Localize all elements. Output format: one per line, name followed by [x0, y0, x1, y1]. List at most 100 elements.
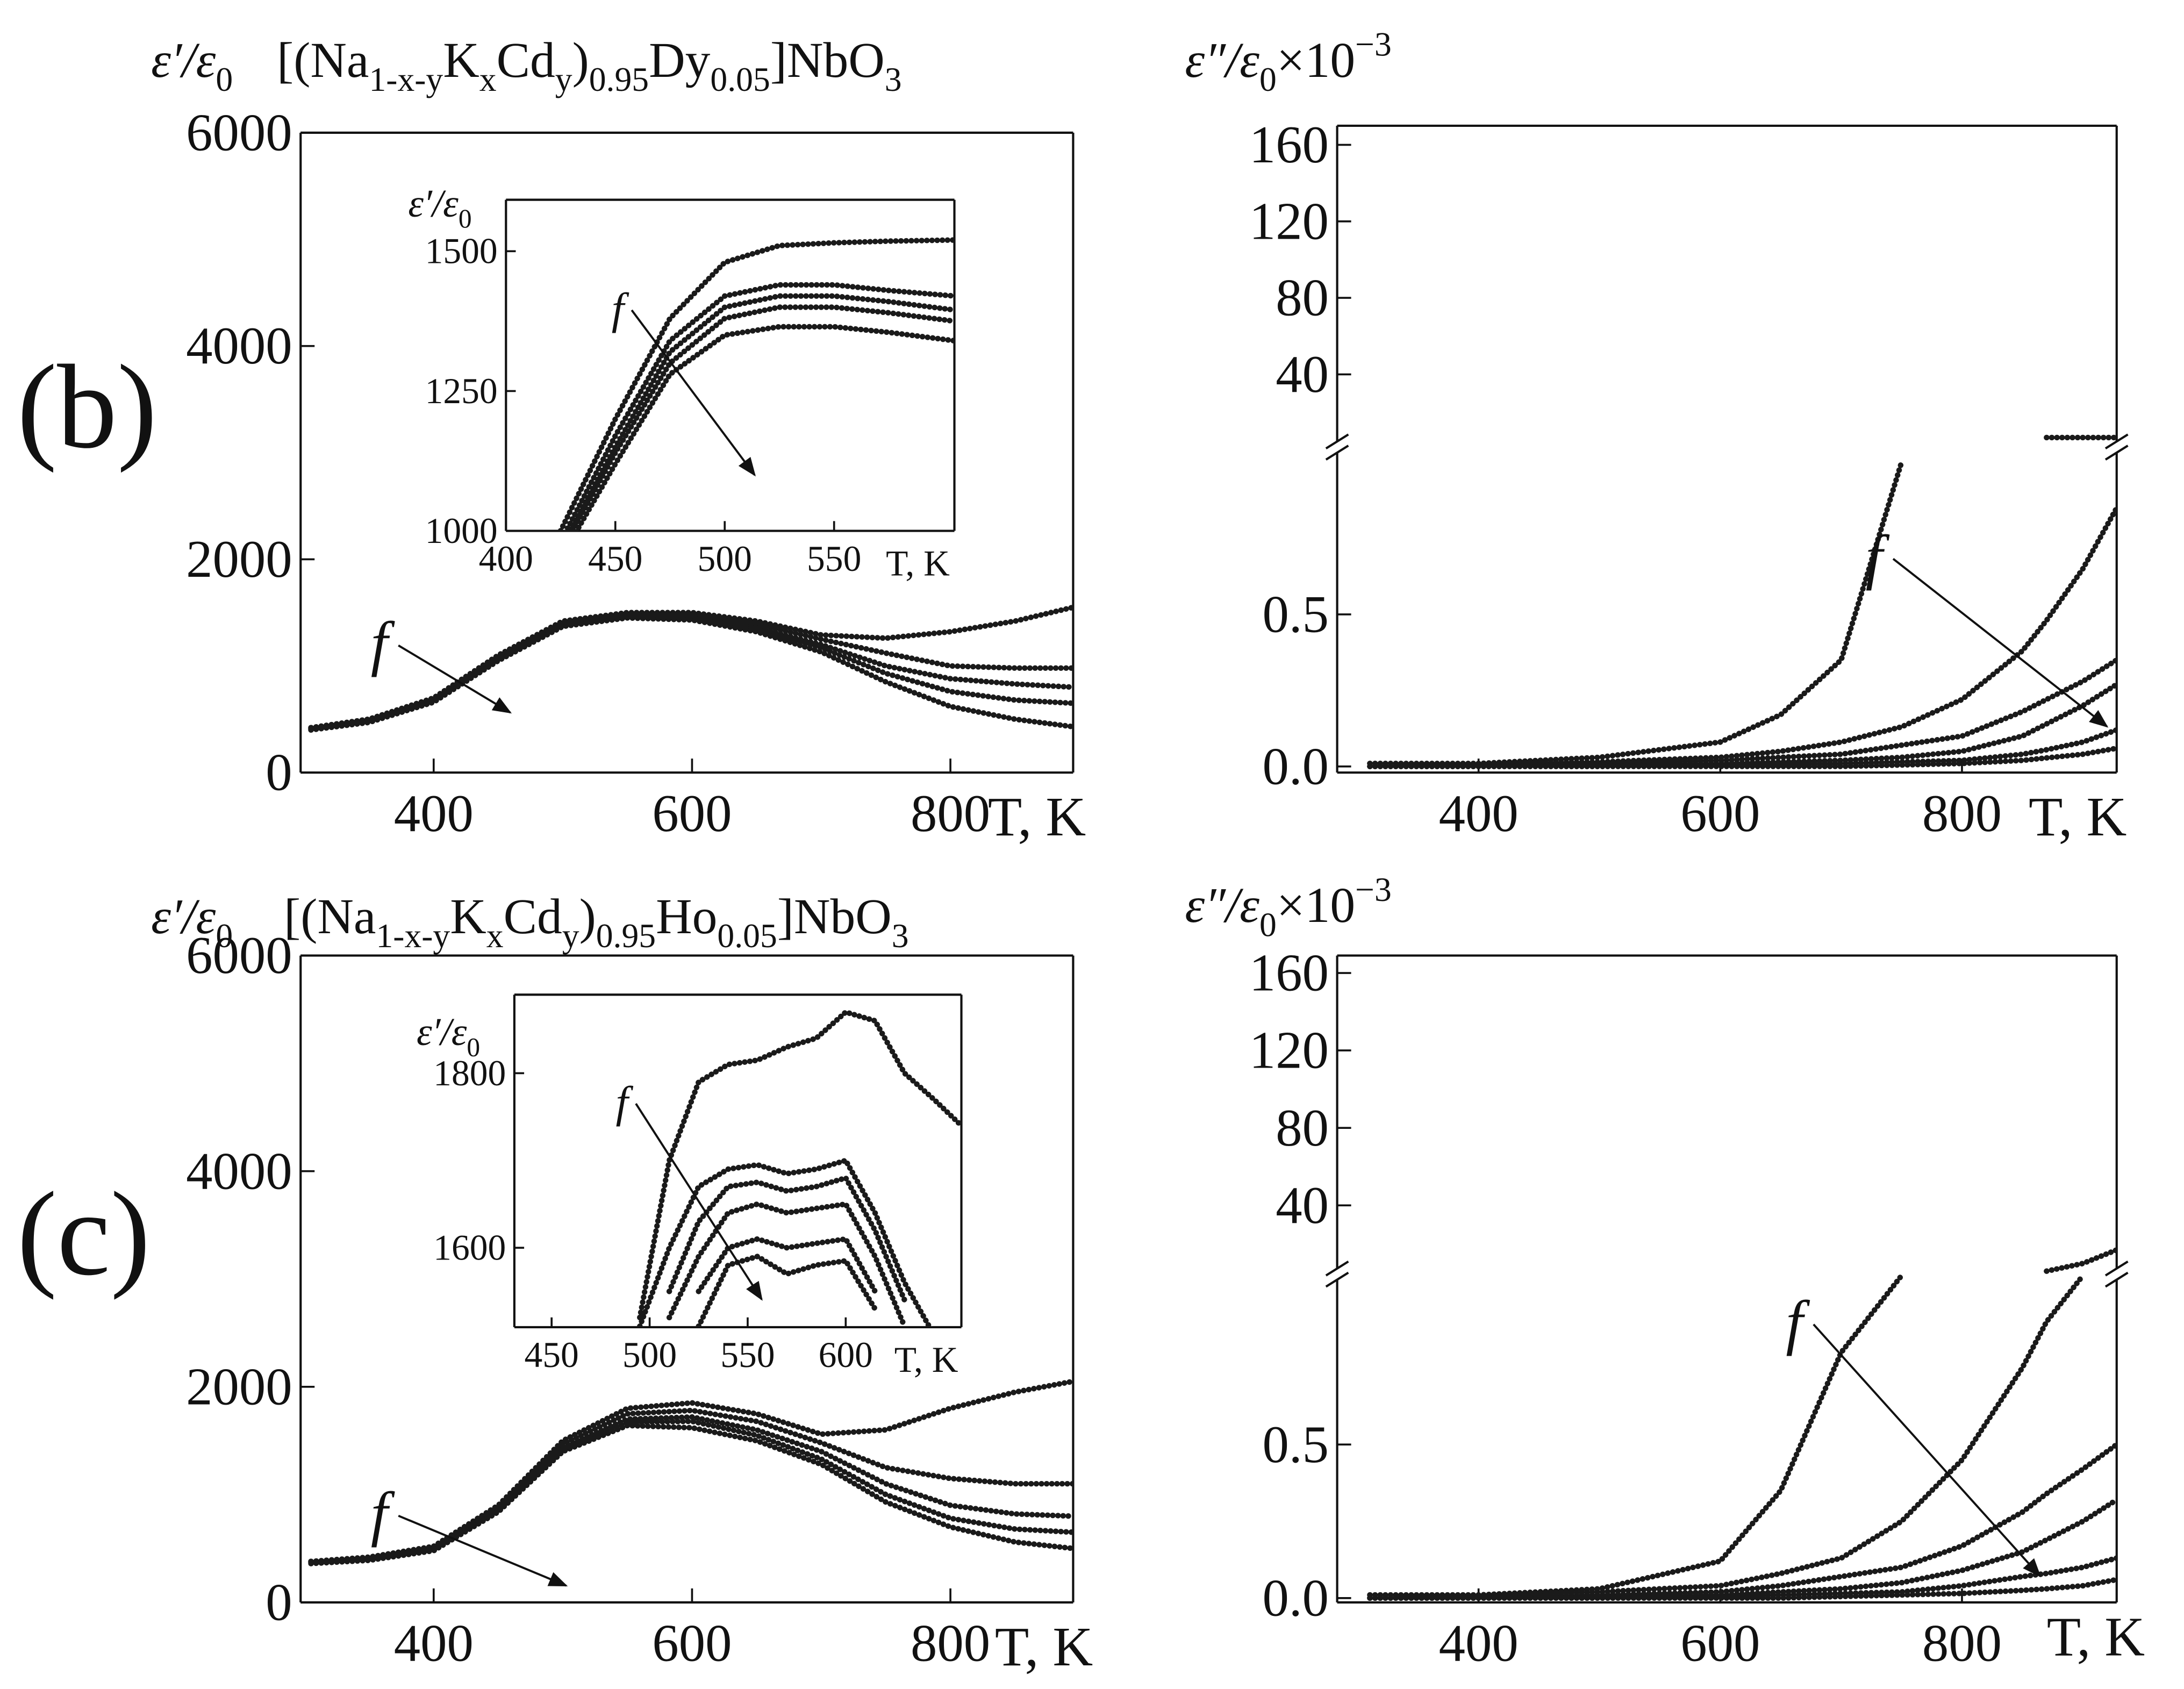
y-tick-label: 1000 — [425, 511, 498, 551]
axis-break-mark — [2104, 445, 2129, 461]
y-axis-label-part: ×10 — [1277, 878, 1355, 933]
chart-title-part: 3 — [892, 917, 909, 955]
x-tick-label: 800 — [911, 784, 990, 843]
y-axis-label-part: ε′/ε — [151, 889, 216, 944]
y-tick-label: 1250 — [425, 371, 498, 411]
chart-title-part: x — [479, 60, 497, 98]
chart-title-part: Cd — [497, 33, 555, 88]
y-tick-label: 120 — [1249, 192, 1329, 251]
data-curve — [308, 1414, 1073, 1565]
y-axis-label-part: 0 — [459, 204, 472, 233]
chart-title-part: 3 — [885, 60, 902, 98]
y-axis-label-part: ε′/ε — [408, 182, 459, 225]
data-curve — [1367, 745, 2117, 769]
y-tick-label: 80 — [1276, 1099, 1329, 1157]
x-tick-label: 550 — [720, 1335, 775, 1375]
chart-title: [(Na1-x-yKxCdy)0.95Ho0.05]NbO3 — [284, 889, 909, 955]
x-axis-label: T, K — [894, 1340, 958, 1380]
axis-break-mark — [2104, 1271, 2129, 1288]
y-tick-label: 4000 — [186, 1142, 292, 1200]
y-tick-label: 2000 — [186, 1357, 292, 1416]
data-curve — [637, 1009, 962, 1321]
y-axis-label-part: 0 — [216, 60, 233, 98]
chart-title-part: [(Na — [284, 889, 376, 944]
inset-background — [506, 199, 955, 531]
y-axis-label: ε′/ε0 — [417, 1010, 480, 1062]
data-curve — [1367, 1577, 2117, 1601]
x-axis-label: T, K — [995, 1616, 1093, 1678]
x-tick-label: 600 — [652, 1614, 732, 1673]
y-tick-label: 1500 — [425, 231, 498, 271]
y-axis-label-part: ε′/ε — [151, 33, 216, 88]
y-axis-label-part: 0 — [467, 1032, 480, 1062]
y-tick-label: 0.0 — [1263, 737, 1329, 796]
chart-title-part: ) — [572, 33, 589, 88]
y-tick-label: 40 — [1276, 345, 1329, 404]
x-tick-label: 450 — [525, 1335, 579, 1375]
data-curve — [696, 1253, 878, 1327]
annotation: f — [371, 609, 395, 677]
data-curve — [569, 304, 955, 531]
annotation-arrow — [635, 1103, 763, 1301]
data-curve — [666, 1201, 907, 1327]
chart-title-part: ]NbO — [777, 889, 892, 944]
data-curve — [1367, 657, 2117, 769]
x-axis-label: T, K — [2029, 786, 2126, 848]
y-axis-label-part: ε″/ε — [1185, 878, 1259, 933]
y-tick-label: 0.0 — [1263, 1569, 1329, 1627]
x-tick-label: 400 — [1439, 1614, 1519, 1673]
data-curve — [1367, 1497, 2117, 1601]
x-tick-label: 550 — [807, 539, 861, 579]
chart-title-part: x — [486, 917, 504, 955]
data-curve — [308, 1418, 1073, 1565]
x-tick-label: 500 — [698, 539, 752, 579]
data-curve — [1367, 1274, 2086, 1598]
y-axis-label-part: ε′/ε — [417, 1010, 467, 1054]
data-curve — [1367, 505, 2117, 767]
x-tick-label: 800 — [1922, 1614, 2002, 1673]
annotation: f — [1865, 523, 1889, 591]
y-tick-label: 2000 — [186, 530, 292, 589]
data-curve — [557, 237, 955, 531]
y-tick-label: 0 — [266, 743, 292, 802]
chart-title-part: 1-x-y — [369, 60, 443, 98]
x-tick-label: 400 — [479, 539, 533, 579]
chart-title-part: Dy — [649, 33, 711, 88]
y-tick-label: 1800 — [433, 1053, 506, 1093]
x-tick-label: 600 — [1680, 1614, 1760, 1673]
axis-break-mark — [1325, 433, 1349, 449]
y-axis-label-part: ×10 — [1277, 33, 1355, 88]
chart-title-part: ]NbO — [770, 33, 885, 88]
y-axis-label: ε″/ε0×10−3 — [1185, 25, 1392, 98]
chart-title-part: K — [450, 889, 486, 944]
data-curve — [1367, 1274, 1904, 1598]
y-axis-label-part: 0 — [216, 917, 233, 955]
x-tick-label: 800 — [1922, 784, 2002, 843]
y-tick-label: 6000 — [186, 103, 292, 162]
x-axis-label: T, K — [886, 543, 950, 584]
y-axis-label-part: 0 — [1259, 60, 1277, 98]
chart-title-part: K — [443, 33, 479, 88]
x-tick-label: 600 — [652, 784, 732, 843]
chart-title-part: 0.95 — [589, 60, 649, 98]
annotation-arrow — [398, 644, 512, 714]
axis-break-mark — [1325, 445, 1349, 461]
annotation: f — [371, 1479, 395, 1548]
annotation-arrow — [631, 309, 756, 477]
axis-break-mark — [1325, 1260, 1349, 1277]
chart-title-part: 0.95 — [596, 917, 656, 955]
x-tick-label: 450 — [588, 539, 642, 579]
panel-label: (c) — [17, 1168, 151, 1300]
x-tick-label: 500 — [622, 1335, 677, 1375]
y-axis-label: ε′/ε0 — [151, 33, 233, 98]
annotation: f — [1786, 1288, 1810, 1356]
chart-title-part: Ho — [656, 889, 717, 944]
data-curve — [1367, 1442, 2117, 1601]
x-tick-label: 400 — [394, 784, 474, 843]
axis-break-mark — [1325, 1271, 1349, 1288]
y-tick-label: 0.5 — [1263, 585, 1329, 643]
annotation-arrow — [1892, 558, 2109, 728]
y-tick-label: 160 — [1249, 944, 1329, 1003]
